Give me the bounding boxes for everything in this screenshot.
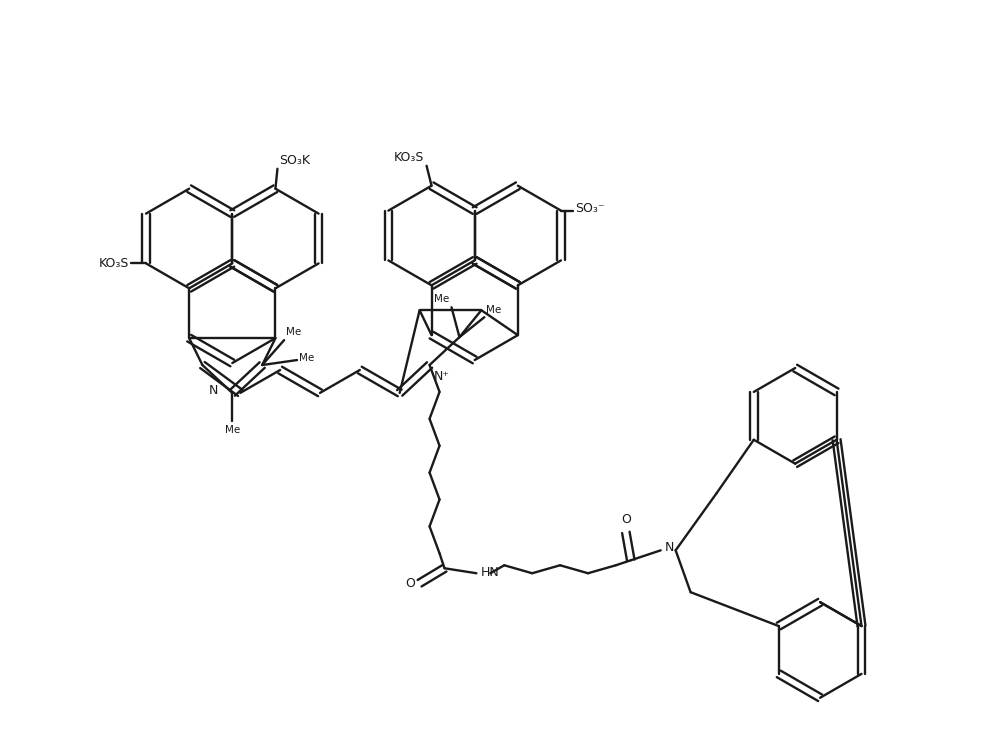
Text: SO₃K: SO₃K	[279, 154, 310, 166]
Text: N⁺: N⁺	[434, 370, 450, 383]
Text: Me: Me	[299, 353, 314, 363]
Text: Me: Me	[286, 327, 301, 337]
Text: Me: Me	[225, 425, 240, 435]
Text: HN: HN	[480, 565, 499, 579]
Text: KO₃S: KO₃S	[394, 151, 425, 163]
Text: N: N	[209, 384, 218, 398]
Text: Me: Me	[486, 305, 502, 315]
Text: KO₃S: KO₃S	[99, 257, 129, 270]
Text: O: O	[406, 577, 416, 590]
Text: O: O	[621, 513, 631, 527]
Text: Me: Me	[434, 294, 449, 304]
Text: SO₃⁻: SO₃⁻	[575, 202, 604, 215]
Text: N: N	[665, 541, 674, 554]
